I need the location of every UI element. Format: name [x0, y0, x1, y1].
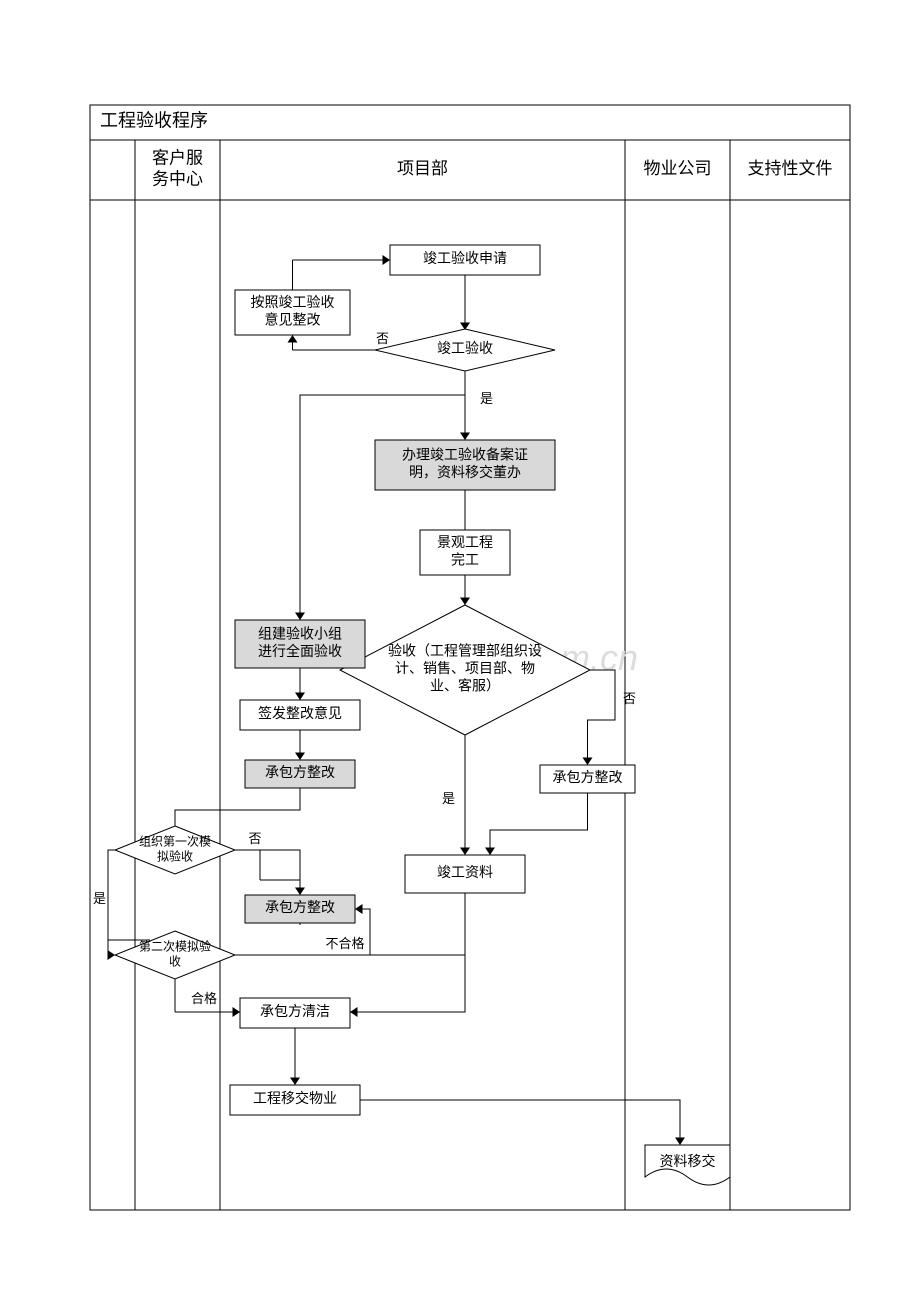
svg-text:明，资料移交董办: 明，资料移交董办: [409, 464, 521, 481]
svg-text:资料移交: 资料移交: [660, 1153, 716, 1170]
svg-text:办理竣工验收备案证: 办理竣工验收备案证: [402, 446, 528, 463]
svg-text:承包方整改: 承包方整改: [265, 900, 335, 916]
svg-text:完工: 完工: [451, 552, 479, 568]
svg-text:拟验收: 拟验收: [157, 848, 193, 863]
svg-text:客户服: 客户服: [152, 148, 203, 167]
svg-text:承包方整改: 承包方整改: [553, 770, 623, 786]
svg-text:否: 否: [248, 831, 261, 846]
svg-text:组建验收小组: 组建验收小组: [258, 626, 342, 642]
svg-text:否: 否: [623, 691, 636, 706]
svg-text:意见整改: 意见整改: [265, 311, 321, 328]
svg-text:第二次模拟验: 第二次模拟验: [139, 938, 211, 953]
svg-text:工程验收程序: 工程验收程序: [100, 111, 208, 131]
svg-text:是: 是: [480, 391, 493, 406]
svg-text:收: 收: [169, 954, 181, 968]
svg-text:是: 是: [442, 791, 455, 806]
svg-text:组织第一次模: 组织第一次模: [139, 834, 211, 848]
svg-text:签发整改意见: 签发整改意见: [258, 705, 342, 722]
svg-text:承包方清洁: 承包方清洁: [260, 1004, 330, 1020]
svg-text:否: 否: [376, 331, 389, 346]
svg-text:竣工验收申请: 竣工验收申请: [423, 251, 507, 267]
svg-text:合格: 合格: [191, 991, 217, 1006]
svg-text:按照竣工验收: 按照竣工验收: [251, 295, 335, 311]
svg-text:景观工程: 景观工程: [437, 535, 493, 551]
svg-text:竣工资料: 竣工资料: [437, 865, 493, 881]
svg-text:是: 是: [93, 891, 106, 906]
svg-text:项目部: 项目部: [397, 159, 448, 178]
svg-text:物业公司: 物业公司: [644, 159, 712, 178]
svg-text:竣工验收: 竣工验收: [437, 341, 493, 357]
svg-text:进行全面验收: 进行全面验收: [258, 643, 342, 660]
flowchart-diagram: 工程验收程序客户服务中心项目部物业公司支持性文件m.cn竣工验收申请按照竣工验收…: [0, 0, 920, 1302]
svg-text:验收（工程管理部组织设: 验收（工程管理部组织设: [388, 644, 542, 660]
svg-text:承包方整改: 承包方整改: [265, 765, 335, 781]
svg-text:工程移交物业: 工程移交物业: [253, 1090, 337, 1107]
svg-text:务中心: 务中心: [152, 170, 203, 189]
svg-text:支持性文件: 支持性文件: [748, 159, 833, 178]
svg-text:业、客服）: 业、客服）: [430, 678, 500, 695]
svg-text:计、销售、项目部、物: 计、销售、项目部、物: [395, 661, 535, 677]
svg-text:不合格: 不合格: [325, 936, 364, 951]
